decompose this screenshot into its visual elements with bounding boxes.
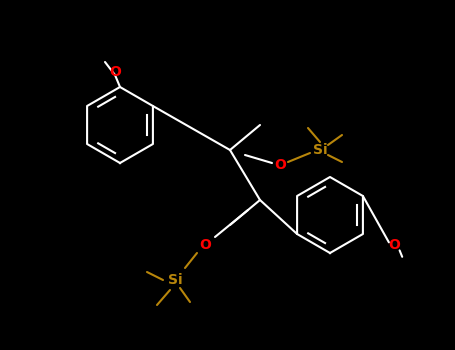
Text: O: O bbox=[274, 158, 286, 172]
Text: O: O bbox=[109, 65, 121, 79]
Text: O: O bbox=[199, 238, 211, 252]
Text: O: O bbox=[389, 238, 400, 252]
Text: Si: Si bbox=[168, 273, 182, 287]
Text: Si: Si bbox=[313, 143, 327, 157]
